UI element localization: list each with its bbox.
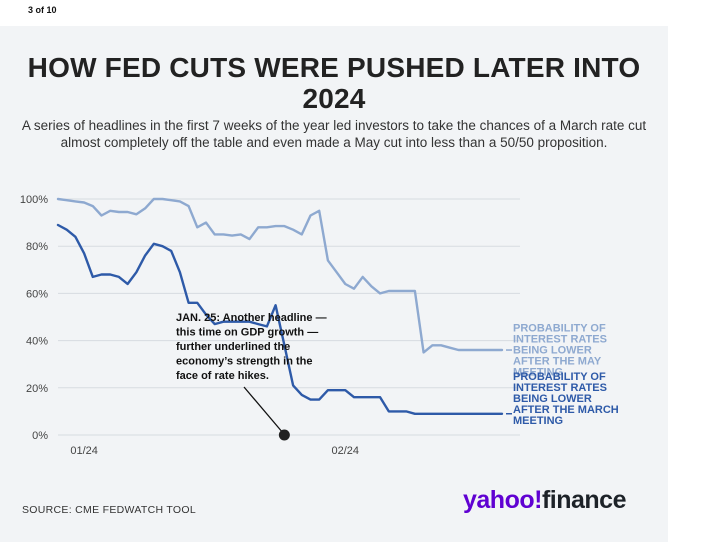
- chart-title: HOW FED CUTS WERE PUSHED LATER INTO 2024: [27, 52, 641, 114]
- source-note: SOURCE: CME FEDWATCH TOOL: [22, 504, 196, 516]
- legend-label: PROBABILITY OF: [513, 371, 606, 383]
- legend-label: MEETING: [513, 367, 563, 379]
- legend-label: AFTER THE MAY: [513, 356, 602, 368]
- annotation-text: further underlined the: [176, 341, 290, 353]
- annotation-text: this time on GDP growth —: [176, 327, 318, 339]
- annotation-text: economy’s strength in the: [176, 356, 313, 368]
- x-tick-label: 02/24: [332, 445, 360, 457]
- annotation-point: [278, 429, 290, 441]
- right-margin: [668, 26, 705, 554]
- logo-finance: finance: [541, 486, 627, 514]
- annotation-leader: [243, 386, 282, 432]
- bottom-margin: [0, 542, 668, 554]
- y-tick-label: 80%: [26, 241, 48, 253]
- legend-label: BEING LOWER: [513, 345, 592, 357]
- slide-counter: 3 of 10: [28, 5, 57, 15]
- y-tick-label: 20%: [26, 383, 48, 395]
- annotation-text: JAN. 25: Another headline —: [176, 312, 327, 324]
- logo-bang: !: [534, 486, 542, 514]
- legend-label: AFTER THE MARCH: [513, 404, 619, 416]
- legend-label: INTEREST RATES: [513, 382, 607, 394]
- x-tick-label: 01/24: [70, 445, 98, 457]
- series-line-may: [56, 197, 504, 354]
- legend-label: BEING LOWER: [513, 393, 592, 405]
- chart-subtitle: A series of headlines in the first 7 wee…: [21, 118, 647, 150]
- line-chart: 100% 80% 60% 40% 20% 0% 01/24 02/24 PROBABILITY …: [20, 194, 619, 457]
- y-tick-label: 60%: [26, 288, 48, 300]
- y-tick-label: 40%: [26, 336, 48, 348]
- y-tick-label: 0%: [32, 430, 48, 442]
- legend-label: PROBABILITY OF: [513, 323, 606, 335]
- top-bar: 3 of 10: [0, 0, 705, 26]
- series-line-march: [56, 223, 504, 416]
- y-tick-label: 100%: [20, 194, 48, 206]
- chart-card: [0, 26, 668, 542]
- yahoo-finance-logo: yahoo!finance: [463, 486, 626, 515]
- annotation-text: face of rate hikes.: [176, 370, 269, 382]
- legend-label: MEETING: [513, 415, 563, 427]
- logo-yahoo: yahoo: [463, 486, 535, 514]
- legend-label: INTEREST RATES: [513, 334, 607, 346]
